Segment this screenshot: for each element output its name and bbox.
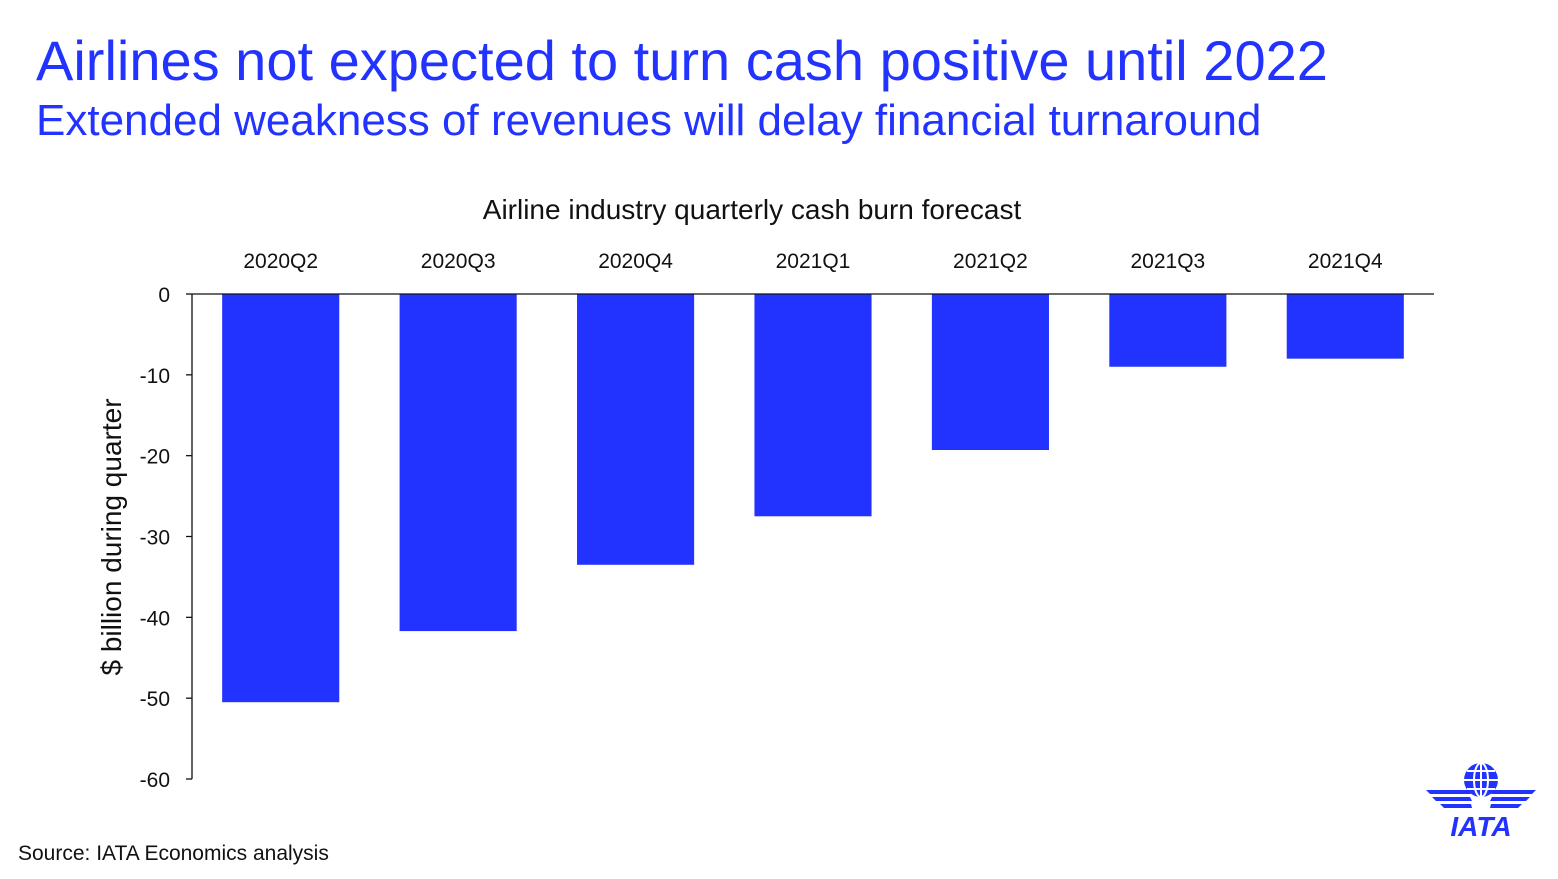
y-tick-label: 0 — [158, 284, 170, 307]
iata-logo: IATA — [1426, 762, 1536, 840]
bar-2021Q1 — [754, 294, 872, 517]
bar-2020Q4 — [577, 294, 695, 565]
x-tick-label: 2020Q2 — [243, 250, 318, 273]
wings-icon — [1426, 790, 1536, 808]
bar-2020Q2 — [222, 294, 340, 703]
bar-2021Q3 — [1109, 294, 1227, 367]
x-tick-label: 2020Q3 — [421, 250, 496, 273]
bar-2021Q4 — [1286, 294, 1404, 359]
x-tick-label: 2021Q2 — [953, 250, 1028, 273]
x-tick-label: 2020Q4 — [598, 250, 673, 273]
y-tick-label: -10 — [140, 365, 170, 388]
y-tick-label: -40 — [140, 607, 170, 630]
bar-2020Q3 — [399, 294, 517, 632]
y-tick-label: -50 — [140, 688, 170, 711]
x-tick-label: 2021Q3 — [1130, 250, 1205, 273]
slide-title: Airlines not expected to turn cash posit… — [36, 29, 1328, 92]
y-tick-label: -60 — [140, 769, 170, 792]
logo-text: IATA — [1450, 811, 1511, 840]
plot-area: 0 -10 -20 -30 -40 -50 -60 2020Q2 2020Q3 2020Q4 202… — [140, 250, 1434, 792]
source-note: Source: IATA Economics analysis — [18, 842, 329, 865]
y-tick-label: -30 — [140, 527, 170, 550]
bar-2021Q2 — [931, 294, 1049, 451]
slide-subtitle: Extended weakness of revenues will delay… — [36, 96, 1262, 145]
x-tick-label: 2021Q4 — [1308, 250, 1383, 273]
globe-icon — [1464, 762, 1498, 798]
chart-title: Airline industry quarterly cash burn for… — [483, 194, 1022, 225]
y-axis-label: $ billion during quarter — [96, 398, 127, 675]
y-tick-label: -20 — [140, 446, 170, 469]
x-tick-label: 2021Q1 — [776, 250, 851, 273]
